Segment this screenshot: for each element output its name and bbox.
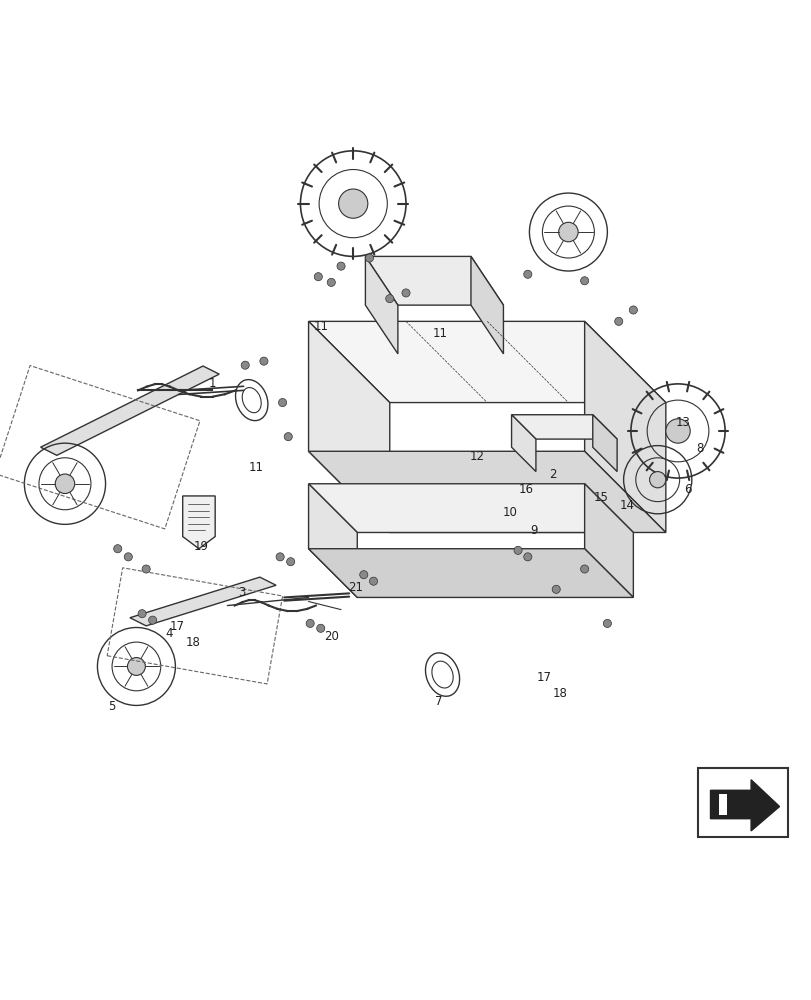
- Circle shape: [286, 558, 294, 566]
- Text: 20: 20: [324, 630, 338, 643]
- Circle shape: [276, 553, 284, 561]
- Circle shape: [338, 189, 367, 218]
- Polygon shape: [308, 321, 389, 532]
- Circle shape: [314, 273, 322, 281]
- Circle shape: [114, 545, 122, 553]
- Polygon shape: [308, 484, 633, 532]
- Text: 17: 17: [169, 620, 184, 633]
- Circle shape: [124, 553, 132, 561]
- Text: 14: 14: [619, 499, 633, 512]
- Text: 21: 21: [348, 581, 363, 594]
- Circle shape: [241, 361, 249, 369]
- Text: 2: 2: [548, 468, 556, 481]
- Polygon shape: [308, 321, 665, 403]
- Text: 5: 5: [108, 700, 116, 713]
- Circle shape: [580, 277, 588, 285]
- Circle shape: [327, 278, 335, 286]
- Circle shape: [142, 565, 150, 573]
- Circle shape: [401, 289, 410, 297]
- Polygon shape: [511, 415, 535, 472]
- Circle shape: [614, 317, 622, 325]
- Circle shape: [260, 357, 268, 365]
- Circle shape: [138, 610, 146, 618]
- FancyBboxPatch shape: [697, 768, 787, 837]
- Text: 7: 7: [434, 695, 442, 708]
- Text: 4: 4: [165, 627, 173, 640]
- Text: 8: 8: [695, 442, 703, 455]
- Polygon shape: [41, 366, 219, 455]
- Circle shape: [359, 571, 367, 579]
- Text: 19: 19: [194, 540, 208, 553]
- Text: 11: 11: [314, 320, 328, 333]
- Polygon shape: [718, 794, 726, 815]
- Text: 17: 17: [536, 671, 551, 684]
- Circle shape: [369, 577, 377, 585]
- Circle shape: [337, 262, 345, 270]
- Text: 3: 3: [238, 586, 246, 599]
- Circle shape: [284, 433, 292, 441]
- Circle shape: [551, 585, 560, 593]
- Text: 10: 10: [502, 506, 517, 519]
- Text: 16: 16: [518, 483, 533, 496]
- Polygon shape: [584, 321, 665, 532]
- Polygon shape: [365, 256, 503, 305]
- Polygon shape: [365, 256, 397, 354]
- Polygon shape: [182, 496, 215, 549]
- Polygon shape: [511, 415, 616, 439]
- Text: 1: 1: [208, 377, 217, 390]
- Circle shape: [127, 658, 145, 675]
- Polygon shape: [130, 577, 276, 626]
- Circle shape: [580, 565, 588, 573]
- Circle shape: [365, 254, 373, 262]
- Text: 15: 15: [593, 491, 607, 504]
- Circle shape: [316, 624, 324, 632]
- Polygon shape: [308, 484, 357, 597]
- Bar: [107, 568, 282, 684]
- Polygon shape: [308, 549, 633, 597]
- Polygon shape: [308, 451, 665, 532]
- Text: 12: 12: [470, 450, 484, 463]
- Circle shape: [306, 619, 314, 627]
- Circle shape: [148, 616, 157, 624]
- Text: 11: 11: [432, 327, 447, 340]
- Circle shape: [523, 270, 531, 278]
- Circle shape: [649, 472, 665, 488]
- Circle shape: [385, 295, 393, 303]
- Polygon shape: [710, 780, 779, 831]
- Polygon shape: [592, 415, 616, 472]
- Circle shape: [629, 306, 637, 314]
- Text: 18: 18: [552, 687, 567, 700]
- Circle shape: [55, 474, 75, 494]
- Polygon shape: [584, 484, 633, 597]
- Circle shape: [603, 619, 611, 627]
- Circle shape: [523, 553, 531, 561]
- Text: 11: 11: [249, 461, 264, 474]
- Text: 18: 18: [186, 636, 200, 649]
- Text: 9: 9: [530, 524, 538, 537]
- Circle shape: [558, 222, 577, 242]
- Text: 6: 6: [683, 483, 691, 496]
- Circle shape: [278, 399, 286, 407]
- Polygon shape: [470, 256, 503, 354]
- Text: 13: 13: [675, 416, 689, 429]
- Circle shape: [513, 546, 521, 554]
- Bar: [0, 366, 200, 529]
- Circle shape: [665, 419, 689, 443]
